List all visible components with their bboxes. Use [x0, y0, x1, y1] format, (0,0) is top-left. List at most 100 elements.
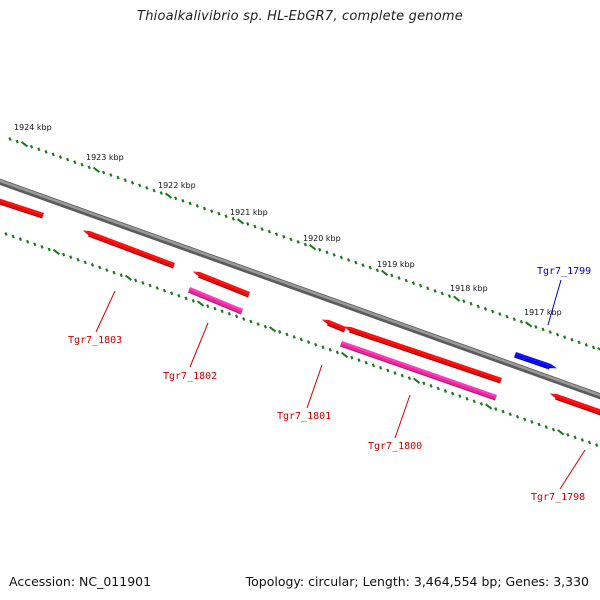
major-tick — [236, 218, 245, 225]
gene-label[interactable]: Tgr7_1803 — [68, 335, 122, 346]
minor-tick — [83, 260, 87, 265]
gene-callouts: Tgr7_1803 Tgr7_1802 Tgr7_1801 Tgr7_1800 Tgr7… — [68, 266, 591, 503]
minor-tick — [141, 281, 145, 285]
major-tick — [268, 326, 277, 333]
minor-tick — [292, 335, 296, 339]
inner-tick-track — [4, 232, 599, 447]
minor-tick — [285, 332, 289, 337]
gene-label[interactable]: Tgr7_1798 — [531, 492, 585, 503]
kbp-label-group: 1924 kbp 1923 kbp 1922 kbp 1921 kbp 1920 kbp… — [14, 123, 562, 317]
minor-tick — [191, 299, 195, 303]
minor-tick — [534, 325, 538, 329]
feature-tgr7-1801[interactable] — [321, 319, 346, 333]
major-tick — [341, 351, 349, 359]
feature-track — [0, 196, 600, 418]
minor-tick — [33, 242, 37, 247]
genome-backbone — [0, 178, 600, 400]
minor-tick — [47, 247, 51, 252]
kbp-label: 1919 kbp — [377, 260, 415, 269]
feature-tgr7-1800-gene[interactable] — [343, 326, 502, 384]
minor-tick — [202, 206, 207, 211]
minor-tick — [443, 389, 448, 393]
callout-line — [306, 364, 323, 409]
minor-tick — [217, 211, 221, 216]
minor-tick — [18, 237, 23, 242]
minor-tick — [76, 257, 80, 262]
minor-tick — [263, 324, 267, 329]
minor-tick — [249, 319, 253, 324]
gene-label[interactable]: Tgr7_1801 — [277, 411, 331, 422]
minor-tick — [253, 224, 257, 229]
minor-tick — [30, 144, 34, 149]
minor-tick — [184, 296, 188, 301]
gene-label[interactable]: Tgr7_1802 — [163, 371, 217, 382]
minor-tick — [116, 175, 120, 180]
feature-tgr7-1800[interactable] — [340, 341, 497, 401]
minor-tick — [354, 260, 358, 265]
minor-tick — [174, 196, 178, 201]
kbp-label: 1924 kbp — [14, 123, 52, 132]
feature-tgr7-1802[interactable] — [188, 287, 243, 315]
minor-tick — [530, 420, 534, 424]
minor-tick — [155, 286, 159, 290]
minor-tick — [282, 234, 286, 239]
minor-tick — [368, 265, 372, 270]
minor-tick — [436, 386, 440, 391]
minor-tick — [357, 358, 361, 363]
minor-tick — [303, 242, 307, 247]
minor-tick — [69, 255, 73, 260]
minor-tick — [494, 407, 498, 411]
minor-tick — [476, 304, 480, 309]
minor-tick — [584, 343, 588, 347]
minor-tick — [580, 438, 584, 442]
minor-tick — [426, 286, 430, 291]
minor-tick — [51, 152, 55, 157]
minor-tick — [501, 409, 505, 414]
feature-tgr7-1799[interactable] — [514, 352, 557, 370]
minor-tick — [339, 255, 343, 260]
kbp-label: 1920 kbp — [303, 234, 341, 243]
minor-tick — [566, 432, 570, 437]
minor-tick — [350, 355, 354, 360]
minor-tick — [213, 306, 217, 311]
gene-label[interactable]: Tgr7_1800 — [368, 441, 422, 452]
minor-tick — [181, 198, 185, 203]
kbp-label: 1918 kbp — [450, 284, 488, 293]
minor-tick — [346, 258, 351, 262]
minor-tick — [274, 232, 279, 237]
minor-tick — [177, 293, 181, 298]
minor-tick — [508, 412, 512, 417]
minor-tick — [299, 337, 303, 342]
feature-partial-left[interactable] — [0, 196, 44, 219]
gene-label[interactable]: Tgr7_1799 — [537, 266, 591, 277]
minor-tick — [188, 201, 192, 206]
minor-tick — [400, 373, 404, 378]
feature-tgr7-1798[interactable] — [549, 393, 600, 418]
minor-tick — [242, 317, 246, 321]
feature-tgr7-1802-gene[interactable] — [192, 271, 250, 298]
minor-tick — [523, 417, 527, 422]
minor-tick — [563, 335, 567, 340]
minor-tick — [73, 160, 77, 165]
callout-line — [189, 322, 209, 368]
minor-tick — [422, 381, 426, 386]
major-tick — [485, 403, 493, 410]
minor-tick — [152, 188, 156, 193]
feature-tgr7-1803[interactable] — [82, 230, 175, 269]
minor-tick — [246, 222, 250, 226]
minor-tick — [87, 165, 91, 170]
minor-tick — [102, 170, 106, 175]
major-tick — [557, 429, 565, 436]
major-tick — [52, 248, 60, 256]
minor-tick — [515, 414, 520, 419]
minor-tick — [541, 327, 545, 332]
minor-tick — [548, 330, 552, 334]
minor-tick — [505, 314, 509, 319]
minor-tick — [555, 332, 560, 337]
minor-tick — [519, 319, 524, 324]
minor-tick — [62, 252, 66, 257]
minor-tick — [148, 283, 152, 288]
minor-tick — [119, 273, 123, 278]
major-tick — [381, 269, 389, 276]
